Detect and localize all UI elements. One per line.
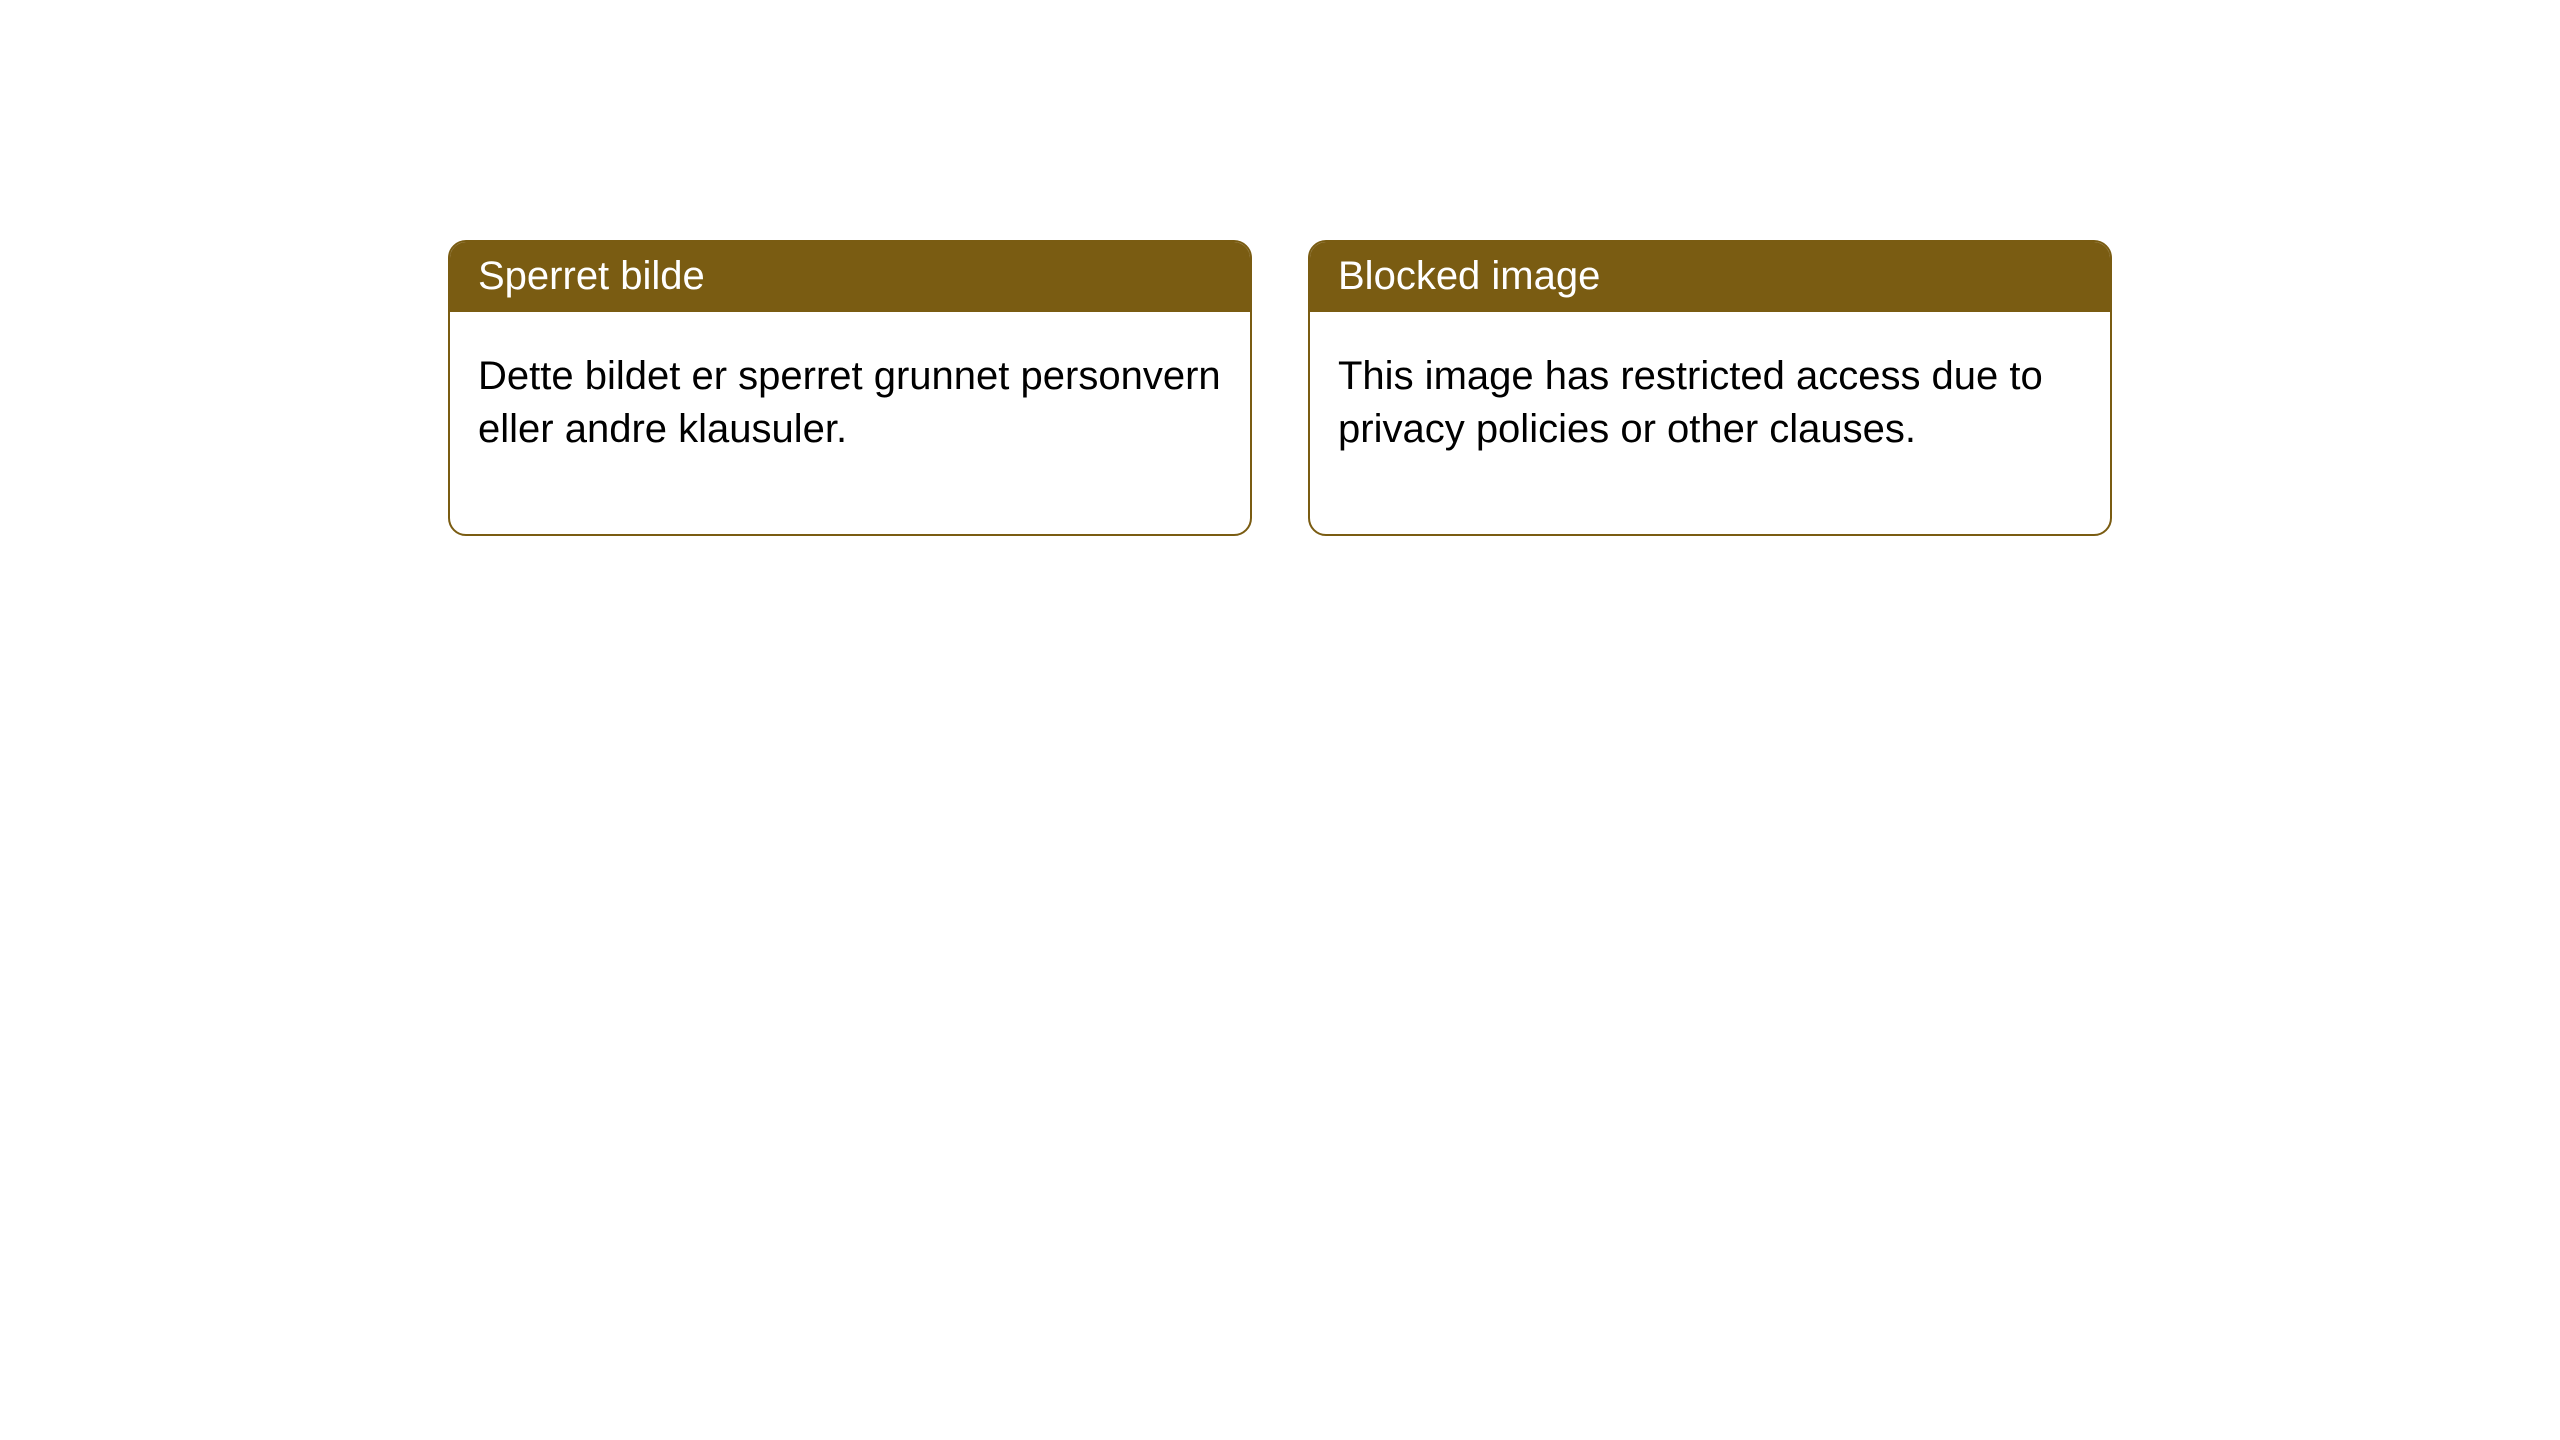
notice-card-norwegian: Sperret bilde Dette bildet er sperret gr… bbox=[448, 240, 1252, 536]
card-header-norwegian: Sperret bilde bbox=[450, 242, 1250, 312]
card-body-english: This image has restricted access due to … bbox=[1310, 312, 2110, 534]
card-body-norwegian: Dette bildet er sperret grunnet personve… bbox=[450, 312, 1250, 534]
notice-card-english: Blocked image This image has restricted … bbox=[1308, 240, 2112, 536]
card-header-english: Blocked image bbox=[1310, 242, 2110, 312]
notice-container: Sperret bilde Dette bildet er sperret gr… bbox=[0, 0, 2560, 536]
